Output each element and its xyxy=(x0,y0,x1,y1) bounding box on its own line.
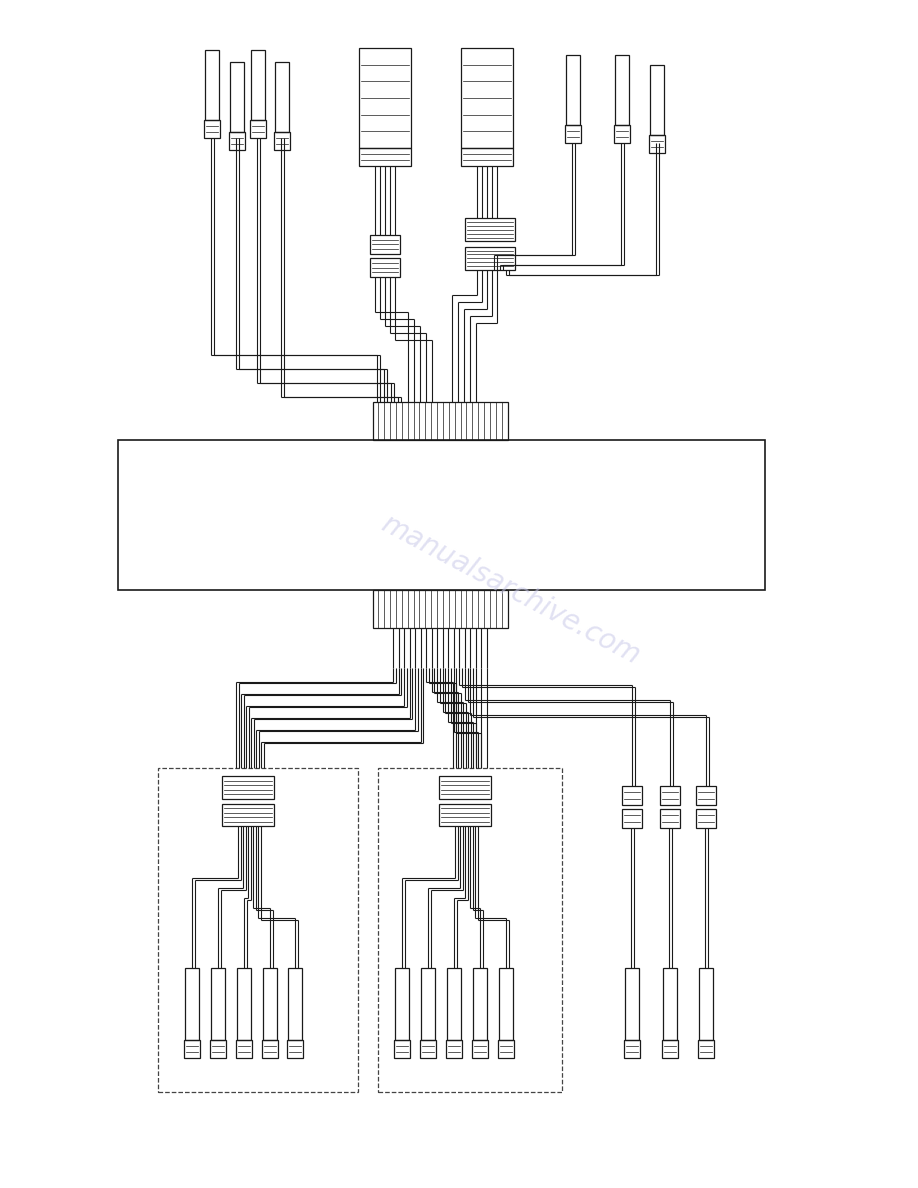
Bar xyxy=(373,590,508,628)
Bar xyxy=(359,48,411,148)
Bar xyxy=(461,148,513,166)
Bar xyxy=(210,1040,226,1059)
Bar xyxy=(229,132,245,150)
Bar xyxy=(205,50,219,120)
Bar xyxy=(288,968,302,1040)
Bar xyxy=(395,968,409,1040)
Bar xyxy=(118,440,765,590)
Bar xyxy=(275,62,289,132)
Bar xyxy=(236,1040,252,1059)
Bar xyxy=(446,1040,462,1059)
Bar xyxy=(378,767,562,1092)
Bar xyxy=(499,968,513,1040)
Bar xyxy=(660,786,680,805)
Text: manualsarchive.com: manualsarchive.com xyxy=(375,510,644,670)
Bar xyxy=(373,402,508,440)
Bar xyxy=(649,135,665,153)
Bar xyxy=(566,55,580,125)
Bar xyxy=(498,1040,514,1059)
Bar xyxy=(696,786,716,805)
Bar xyxy=(622,786,642,805)
Bar xyxy=(421,968,435,1040)
Bar xyxy=(263,968,277,1040)
Bar xyxy=(447,968,461,1040)
Bar xyxy=(394,1040,410,1059)
Bar xyxy=(420,1040,436,1059)
Bar xyxy=(439,803,491,826)
Bar xyxy=(625,968,639,1040)
Bar xyxy=(211,968,225,1040)
Bar xyxy=(274,132,290,150)
Bar xyxy=(473,968,487,1040)
Bar xyxy=(660,809,680,828)
Bar xyxy=(699,968,713,1040)
Bar xyxy=(204,120,220,138)
Bar xyxy=(662,1040,678,1059)
Bar xyxy=(565,125,581,143)
Bar xyxy=(230,62,244,132)
Bar xyxy=(251,50,265,120)
Bar xyxy=(439,776,491,798)
Bar xyxy=(465,247,515,270)
Bar xyxy=(184,1040,200,1059)
Bar xyxy=(262,1040,278,1059)
Bar xyxy=(622,809,642,828)
Bar xyxy=(250,120,266,138)
Bar xyxy=(650,65,664,135)
Bar xyxy=(614,125,630,143)
Bar xyxy=(359,148,411,166)
Bar xyxy=(698,1040,714,1059)
Bar xyxy=(237,968,251,1040)
Bar xyxy=(615,55,629,125)
Bar xyxy=(465,219,515,241)
Bar xyxy=(663,968,677,1040)
Bar xyxy=(158,767,358,1092)
Bar xyxy=(624,1040,640,1059)
Bar xyxy=(185,968,199,1040)
Bar xyxy=(370,258,400,277)
Bar xyxy=(461,48,513,148)
Bar xyxy=(472,1040,488,1059)
Bar xyxy=(222,776,274,798)
Bar xyxy=(370,235,400,254)
Bar xyxy=(696,809,716,828)
Bar xyxy=(287,1040,303,1059)
Bar xyxy=(222,803,274,826)
